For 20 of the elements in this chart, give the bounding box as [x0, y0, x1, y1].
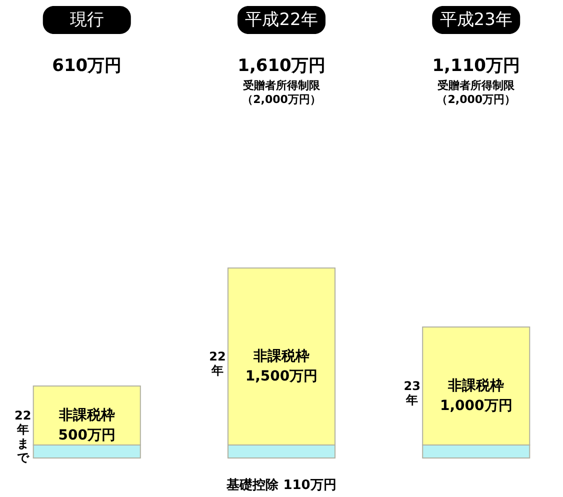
x-tick-label: 現行	[70, 10, 104, 30]
x-tick-label: 平成23年	[440, 10, 512, 30]
text: 基礎控除 110万円	[226, 478, 336, 493]
text: （2,000万円）	[242, 93, 321, 106]
data-label: 1,500万円	[245, 368, 318, 385]
text: 受贈者所得制限	[242, 79, 321, 92]
annotation: 23年	[404, 379, 420, 408]
text: 非課税枠	[254, 348, 310, 365]
text: 非課税枠	[448, 378, 504, 394]
text: 610万円	[52, 56, 122, 76]
data-label: 500万円	[58, 428, 116, 444]
annotation: 22年まで	[14, 408, 32, 465]
annotation: 22年	[209, 350, 226, 378]
text: 1,110万円	[432, 56, 520, 76]
x-tick-label: 平成22年	[245, 10, 318, 30]
text: 受贈者所得制限	[436, 79, 516, 92]
text: （2,000万円）	[436, 93, 516, 106]
data-label: 1,000万円	[440, 398, 512, 414]
text: 1,610万円	[238, 56, 326, 76]
series-label: 非課税枠	[58, 406, 115, 424]
